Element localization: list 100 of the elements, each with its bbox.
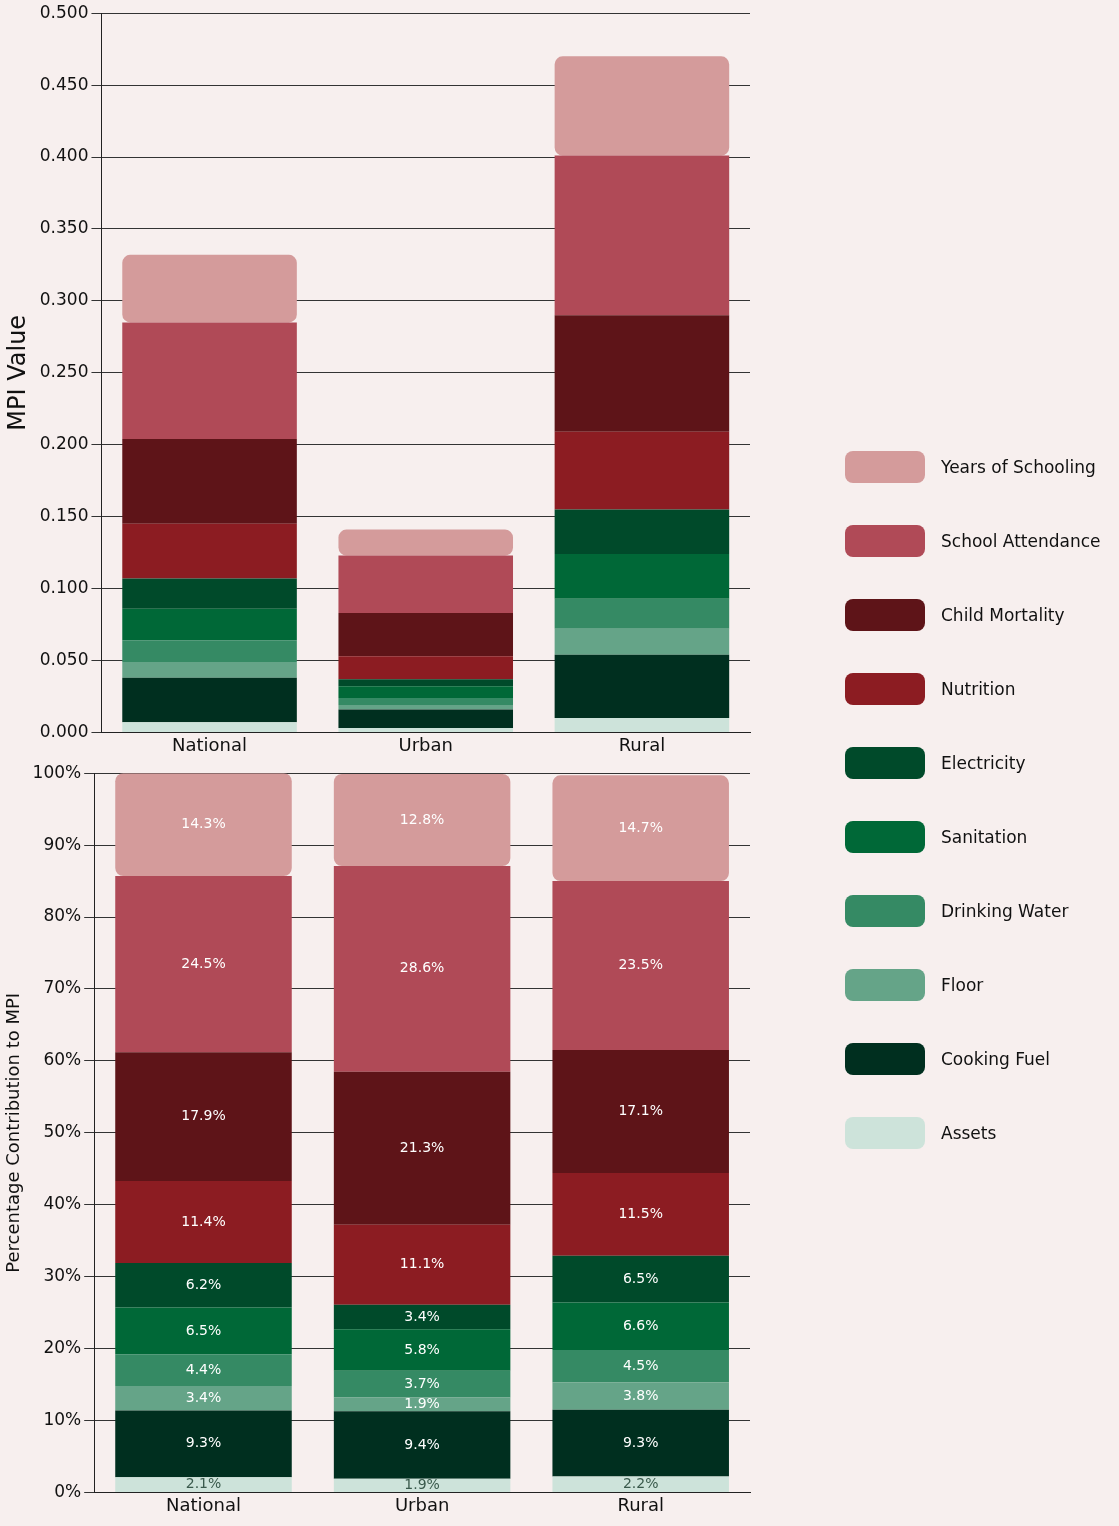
- bar: [554, 654, 730, 719]
- bar: [115, 1385, 292, 1411]
- legend-label: Electricity: [941, 753, 1026, 773]
- bar: [333, 773, 511, 866]
- bar: [115, 1354, 292, 1386]
- y-tick-label: 40%: [43, 1193, 82, 1214]
- y-tick-label: 0.100: [39, 576, 89, 597]
- bar: [338, 555, 514, 614]
- y-tick-label: 20%: [43, 1336, 82, 1357]
- y-tick-label: 0.450: [39, 73, 89, 94]
- data-label: 17.9%: [181, 1107, 226, 1124]
- bar: [554, 598, 730, 629]
- data-label: 6.6%: [622, 1316, 659, 1333]
- bar: [333, 1411, 511, 1479]
- bar: [338, 705, 514, 710]
- x-tick-label: National: [165, 1493, 242, 1515]
- bar: [122, 608, 297, 641]
- bar: [115, 1477, 292, 1492]
- data-label: 23.5%: [618, 956, 663, 973]
- data-label: 3.4%: [185, 1388, 222, 1405]
- y-tick-label: 0.350: [39, 217, 89, 238]
- y-tick-label: 30%: [43, 1265, 82, 1286]
- data-label: 4.4%: [185, 1360, 222, 1377]
- bar: [333, 1478, 511, 1492]
- bar: [122, 322, 297, 439]
- bar: [554, 554, 730, 599]
- x-tick-label: National: [172, 733, 248, 755]
- bar: [338, 613, 514, 657]
- data-label: 3.4%: [404, 1307, 440, 1324]
- y-axis-title: MPI Value: [2, 314, 31, 431]
- bar: [122, 661, 297, 678]
- bar: [333, 1329, 511, 1371]
- bar: [122, 254, 297, 323]
- data-label: 2.2%: [622, 1474, 659, 1491]
- bar: [554, 155, 730, 316]
- bar: [552, 1302, 729, 1350]
- bar: [115, 1180, 292, 1263]
- bar: [122, 523, 297, 579]
- bar: [333, 865, 511, 1072]
- data-label: 9.3%: [185, 1434, 222, 1451]
- data-label: 11.5%: [618, 1205, 663, 1222]
- y-tick-label: 0.300: [39, 289, 89, 310]
- bar: [554, 628, 730, 655]
- data-label: 11.1%: [399, 1255, 445, 1272]
- y-axis-title: Percentage Contribution to MPI: [2, 992, 24, 1273]
- x-tick-label: Urban: [394, 1493, 450, 1515]
- y-tick-label: 80%: [43, 905, 82, 926]
- bar: [338, 679, 514, 687]
- data-label: 14.7%: [618, 818, 663, 835]
- y-tick-label: 0.150: [39, 505, 89, 526]
- bar: [338, 728, 514, 732]
- y-tick-label: 0.250: [39, 361, 89, 382]
- data-label: 14.3%: [181, 815, 226, 832]
- data-label: 21.3%: [399, 1138, 445, 1155]
- bar: [552, 1409, 729, 1477]
- bar: [338, 529, 514, 556]
- bar: [115, 876, 292, 1053]
- bar: [338, 709, 514, 729]
- x-tick-label: Rural: [617, 1493, 664, 1515]
- data-label: 5.8%: [404, 1340, 440, 1357]
- bar: [554, 315, 730, 432]
- bar: [115, 1307, 292, 1355]
- x-tick-label: Rural: [618, 733, 666, 755]
- data-label: 11.4%: [181, 1212, 226, 1229]
- data-label: 3.7%: [404, 1374, 440, 1391]
- y-tick-label: 100%: [32, 761, 82, 782]
- y-tick-label: 10%: [43, 1408, 82, 1429]
- y-tick-label: 0.200: [39, 433, 89, 454]
- bar: [338, 686, 514, 698]
- legend-label: Nutrition: [941, 679, 1016, 699]
- bar: [552, 1173, 729, 1256]
- legend-label: Cooking Fuel: [941, 1049, 1051, 1069]
- bar: [122, 677, 297, 723]
- y-tick-label: 70%: [43, 977, 82, 998]
- bar: [552, 1382, 729, 1410]
- y-tick-label: 50%: [43, 1121, 82, 1142]
- data-label: 6.2%: [185, 1275, 222, 1292]
- bar: [554, 431, 730, 510]
- y-tick-label: 0.050: [39, 648, 89, 669]
- bar: [333, 1304, 511, 1330]
- legend-label: Floor: [941, 975, 984, 995]
- bar: [338, 697, 514, 706]
- bar: [552, 1476, 729, 1492]
- data-label: 24.5%: [181, 954, 226, 971]
- bar: [333, 1071, 511, 1225]
- legend-label: Sanitation: [941, 827, 1028, 847]
- x-tick-label: Urban: [398, 733, 453, 755]
- data-label: 3.8%: [622, 1386, 659, 1403]
- bar: [115, 773, 292, 877]
- bar: [333, 1370, 511, 1398]
- bar: [552, 1350, 729, 1383]
- bar: [552, 1050, 729, 1174]
- data-label: 9.4%: [404, 1435, 440, 1452]
- bar: [333, 1397, 511, 1412]
- y-tick-label: 60%: [43, 1049, 82, 1070]
- data-label: 1.9%: [404, 1475, 440, 1492]
- data-label: 4.5%: [622, 1356, 659, 1373]
- data-label: 2.1%: [185, 1475, 222, 1492]
- bar: [552, 1255, 729, 1303]
- bar: [115, 1052, 292, 1181]
